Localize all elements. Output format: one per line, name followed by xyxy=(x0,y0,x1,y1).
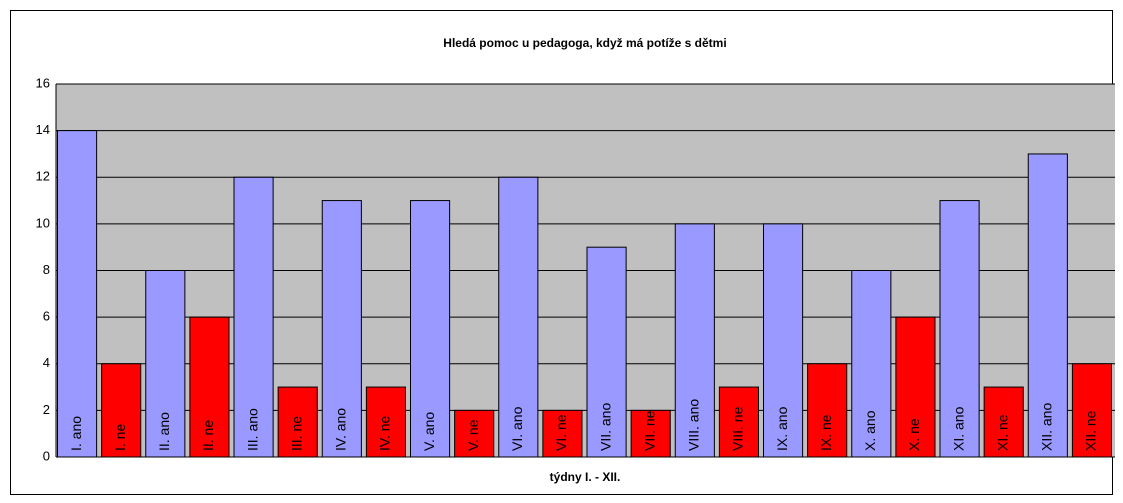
y-tick-label: 16 xyxy=(36,75,50,90)
bar xyxy=(983,386,1024,458)
bar xyxy=(277,386,318,458)
bar xyxy=(189,316,230,458)
bar xyxy=(674,223,715,458)
bar xyxy=(233,176,274,458)
bar-label: IV. ano xyxy=(333,408,349,451)
bar xyxy=(57,130,98,458)
bar-label: VII. ne xyxy=(641,410,657,451)
bar-label: X. ne xyxy=(906,418,922,451)
bar xyxy=(321,200,362,458)
y-tick-label: 2 xyxy=(43,402,50,417)
bar xyxy=(498,176,539,458)
y-tick-label: 0 xyxy=(43,448,50,463)
bar xyxy=(630,409,671,458)
bar-label: II. ano xyxy=(156,412,172,451)
y-tick-label: 14 xyxy=(36,122,50,137)
bar xyxy=(939,200,980,458)
bar xyxy=(851,270,892,458)
bar-label: IV. ne xyxy=(377,415,393,451)
bar-label: VII. ano xyxy=(597,403,613,451)
bar-label: XI. ano xyxy=(950,406,966,451)
bar-label: XII. ano xyxy=(1039,403,1055,451)
bar-label: X. ano xyxy=(862,410,878,451)
bar xyxy=(1027,153,1068,458)
bar-label: I. ano xyxy=(68,416,84,451)
bar xyxy=(895,316,936,458)
bar-label: III. ne xyxy=(288,416,304,451)
bar-label: IX. ano xyxy=(774,406,790,451)
bar-label: XI. ne xyxy=(994,414,1010,451)
bar-label: V. ne xyxy=(465,419,481,451)
bar-label: XII. ne xyxy=(1083,410,1099,451)
bar xyxy=(586,246,627,458)
y-tick-label: 8 xyxy=(43,262,50,277)
bar xyxy=(807,363,848,458)
x-axis-label: týdny I. - XII. xyxy=(550,470,621,484)
bar-label: V. ano xyxy=(421,412,437,451)
bar xyxy=(410,200,451,458)
bar xyxy=(454,409,495,458)
bar xyxy=(101,363,142,458)
bar-label: I. ne xyxy=(112,424,128,451)
bar xyxy=(718,386,759,458)
bar-label: II. ne xyxy=(200,420,216,451)
y-tick-label: 4 xyxy=(43,355,50,370)
bar-label: VIII. ano xyxy=(686,399,702,451)
bar xyxy=(1071,363,1112,458)
y-tick-label: 6 xyxy=(43,309,50,324)
bar-label: VI. ano xyxy=(509,406,525,451)
bar-label: VIII. ne xyxy=(730,406,746,451)
bar-label: III. ano xyxy=(244,408,260,451)
bar xyxy=(763,223,804,458)
bar-label: VI. ne xyxy=(553,414,569,451)
y-tick-label: 12 xyxy=(36,169,50,184)
bar xyxy=(365,386,406,458)
chart-title: Hledá pomoc u pedagoga, když má potíže s… xyxy=(443,36,726,50)
bar xyxy=(145,270,186,458)
y-tick-label: 10 xyxy=(36,215,50,230)
bar xyxy=(542,409,583,458)
bar-label: IX. ne xyxy=(818,414,834,451)
